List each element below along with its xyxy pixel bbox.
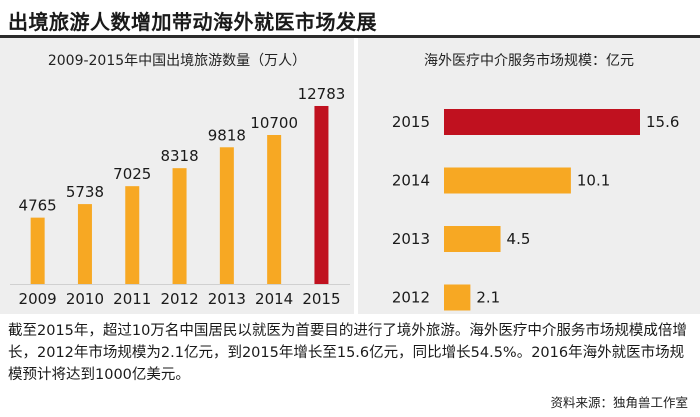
value-label-2011: 7025 bbox=[113, 165, 151, 183]
value-label-2012: 8318 bbox=[160, 147, 198, 165]
bar-2013 bbox=[219, 147, 234, 284]
title-rule bbox=[0, 35, 700, 38]
bar-2012 bbox=[172, 168, 187, 284]
hvalue-label-2015: 15.6 bbox=[646, 113, 679, 131]
value-label-2014: 10700 bbox=[250, 114, 298, 132]
x-tick-2009: 2009 bbox=[19, 290, 57, 308]
x-tick-2014: 2014 bbox=[255, 290, 293, 308]
x-tick-2010: 2010 bbox=[66, 290, 104, 308]
bar-2014 bbox=[267, 134, 282, 284]
hbar-2015 bbox=[444, 109, 640, 135]
bar-2009 bbox=[30, 217, 45, 284]
left-chart-title: 2009-2015年中国出境旅游数量（万人） bbox=[47, 53, 307, 69]
hbar-2014 bbox=[444, 167, 571, 194]
y-tick-2014: 2014 bbox=[392, 172, 430, 190]
y-tick-2013: 2013 bbox=[392, 230, 430, 248]
hvalue-label-2013: 4.5 bbox=[507, 230, 531, 248]
hvalue-label-2012: 2.1 bbox=[476, 289, 500, 307]
y-tick-2012: 2012 bbox=[392, 289, 430, 307]
source-credit: 资料来源：独角兽工作室 bbox=[550, 395, 688, 410]
hbar-2013 bbox=[444, 226, 501, 252]
x-tick-2015: 2015 bbox=[302, 290, 340, 308]
value-label-2009: 4765 bbox=[19, 197, 57, 215]
value-label-2015: 12783 bbox=[298, 85, 346, 103]
x-tick-2012: 2012 bbox=[160, 290, 198, 308]
right-chart-title: 海外医疗中介服务市场规模：亿元 bbox=[424, 53, 634, 69]
bar-2011 bbox=[125, 186, 140, 284]
bar-2015 bbox=[314, 105, 329, 284]
bar-2010 bbox=[77, 204, 92, 284]
main-title: 出境旅游人数增加带动海外就医市场发展 bbox=[8, 10, 377, 34]
panel-divider bbox=[354, 38, 358, 314]
description-text: 截至2015年，超过10万名中国居民以就医为首要目的进行了境外旅游。海外医疗中介… bbox=[8, 323, 687, 383]
value-label-2010: 5738 bbox=[66, 183, 104, 201]
hvalue-label-2014: 10.1 bbox=[577, 172, 610, 190]
value-label-2013: 9818 bbox=[208, 126, 246, 144]
x-tick-2011: 2011 bbox=[113, 290, 151, 308]
hbar-2012 bbox=[444, 284, 471, 311]
y-tick-2015: 2015 bbox=[392, 113, 430, 131]
x-tick-2013: 2013 bbox=[208, 290, 246, 308]
